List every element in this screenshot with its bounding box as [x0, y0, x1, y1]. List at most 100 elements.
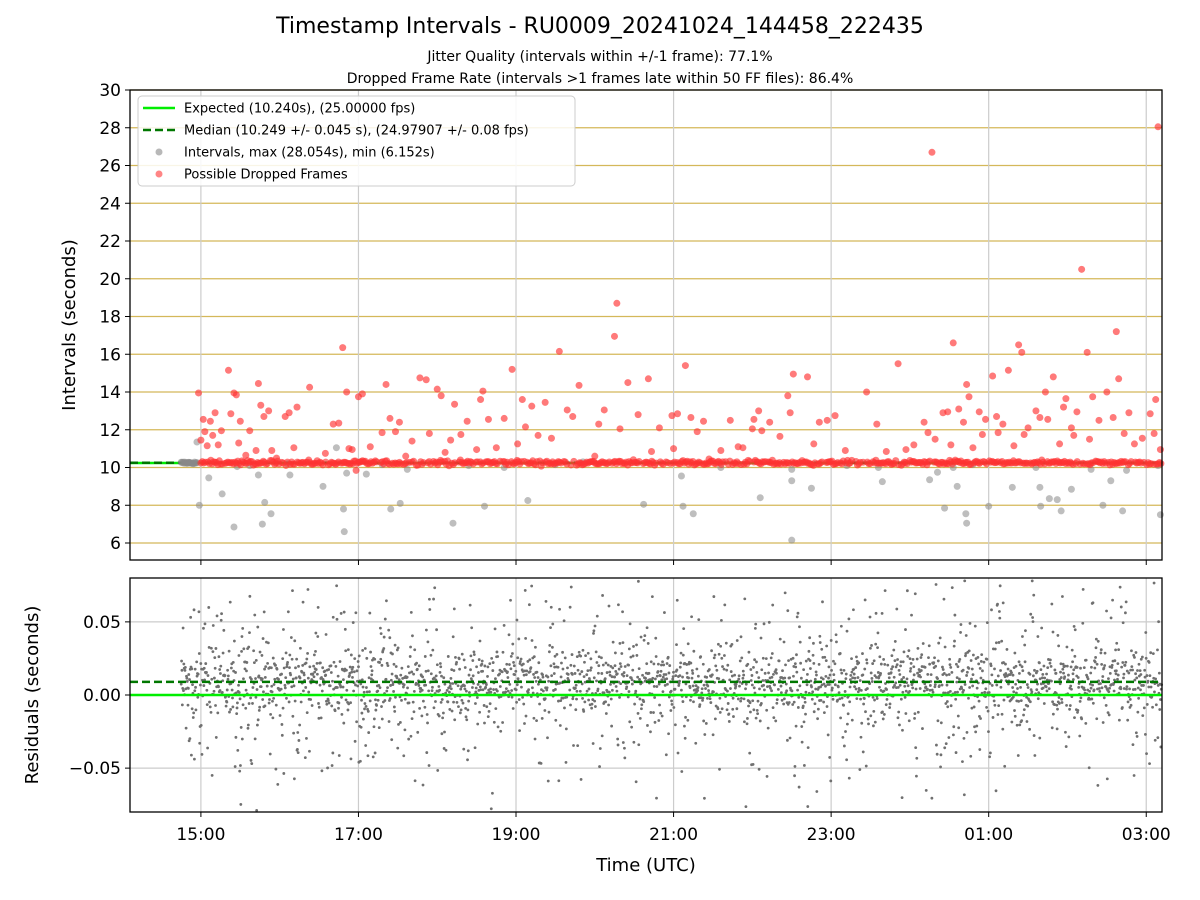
residual-point	[643, 634, 647, 638]
residual-point	[253, 613, 257, 617]
residual-point	[680, 688, 683, 692]
residual-point	[541, 673, 544, 677]
residual-point	[504, 687, 508, 691]
residual-point	[334, 665, 338, 668]
residual-point	[491, 669, 495, 672]
residual-point	[442, 676, 446, 680]
residual-point	[464, 715, 468, 719]
residual-point	[579, 654, 583, 658]
residual-point	[726, 702, 730, 705]
residual-point	[970, 667, 974, 671]
residual-point	[607, 703, 611, 707]
residual-point	[639, 635, 643, 639]
residual-point	[590, 706, 594, 710]
residual-point	[955, 662, 958, 666]
residual-point	[806, 673, 809, 676]
residual-point	[191, 716, 195, 719]
residual-point	[1079, 696, 1083, 700]
residual-point	[842, 744, 846, 748]
residual-point	[284, 651, 288, 655]
residuals-reference-lines	[130, 680, 1162, 697]
residual-point	[637, 743, 641, 747]
interval-point	[926, 476, 934, 484]
residual-point	[1145, 752, 1148, 756]
residual-point	[765, 708, 769, 712]
dropped-frame-point	[758, 427, 766, 435]
residual-point	[809, 679, 813, 683]
residual-point	[409, 610, 413, 614]
dropped-frame-point	[265, 407, 273, 415]
residual-point	[578, 672, 582, 676]
residual-point	[268, 698, 271, 701]
residual-point	[725, 668, 729, 672]
residual-point	[1095, 662, 1099, 666]
residual-point	[1018, 663, 1022, 667]
residual-point	[1028, 700, 1032, 704]
residual-point	[532, 655, 536, 659]
residual-point	[762, 683, 766, 687]
dropped-frame-point	[882, 447, 890, 455]
residual-point	[785, 689, 789, 693]
residual-point	[787, 701, 791, 704]
residual-point	[1144, 631, 1148, 634]
residual-point	[1002, 661, 1005, 664]
residual-point	[947, 736, 951, 739]
residual-point	[1105, 777, 1109, 781]
residual-point	[202, 666, 206, 670]
interval-point	[677, 472, 685, 480]
residual-point	[397, 678, 401, 682]
residual-point	[825, 705, 829, 708]
dropped-frame-point	[484, 415, 492, 423]
residual-point	[598, 747, 602, 750]
residual-point	[595, 661, 599, 664]
residual-point	[916, 710, 920, 714]
residual-point	[802, 764, 806, 767]
residual-point	[969, 659, 973, 662]
residual-point	[378, 686, 382, 690]
dropped-frame-point	[235, 439, 243, 447]
residual-point	[501, 650, 505, 654]
dropped-frame-point	[748, 425, 756, 433]
residual-point	[195, 660, 199, 664]
residual-point	[310, 704, 314, 707]
residual-point	[196, 672, 200, 676]
residual-point	[1026, 704, 1030, 708]
residual-point	[314, 649, 317, 653]
residual-point	[1022, 713, 1025, 717]
residual-point	[956, 690, 959, 694]
residual-point	[766, 726, 770, 730]
residual-point	[938, 636, 942, 640]
residual-point	[514, 688, 518, 692]
residual-point	[845, 722, 849, 726]
residual-point	[306, 588, 310, 591]
dropped-frame-point	[993, 413, 1001, 421]
dropped-frame-point	[451, 400, 459, 408]
residual-point	[797, 695, 801, 699]
residual-point	[782, 697, 786, 701]
residual-point	[425, 751, 429, 754]
dropped-frame-point	[203, 442, 211, 450]
residual-point	[808, 659, 812, 662]
residual-point	[1028, 672, 1032, 676]
residual-point	[467, 673, 471, 677]
residual-point	[640, 707, 643, 711]
residual-point	[502, 624, 506, 627]
residual-point	[660, 714, 664, 718]
residual-point	[450, 668, 454, 672]
residual-point	[1099, 682, 1102, 685]
residual-point	[788, 676, 792, 680]
interval-point	[1107, 477, 1115, 485]
residual-point	[186, 703, 190, 707]
residual-point	[1094, 637, 1098, 641]
residual-point	[919, 675, 922, 679]
residual-point	[658, 674, 662, 678]
dropped-frame-point	[1049, 373, 1057, 381]
dropped-frame-point	[1115, 375, 1123, 383]
residual-point	[1083, 688, 1087, 692]
residual-point	[320, 676, 323, 679]
residual-point	[679, 661, 683, 665]
residual-point	[606, 663, 610, 667]
residual-point	[786, 609, 790, 613]
legend: Expected (10.240s), (25.00000 fps) Media…	[137, 95, 576, 187]
residual-point	[1101, 721, 1105, 724]
